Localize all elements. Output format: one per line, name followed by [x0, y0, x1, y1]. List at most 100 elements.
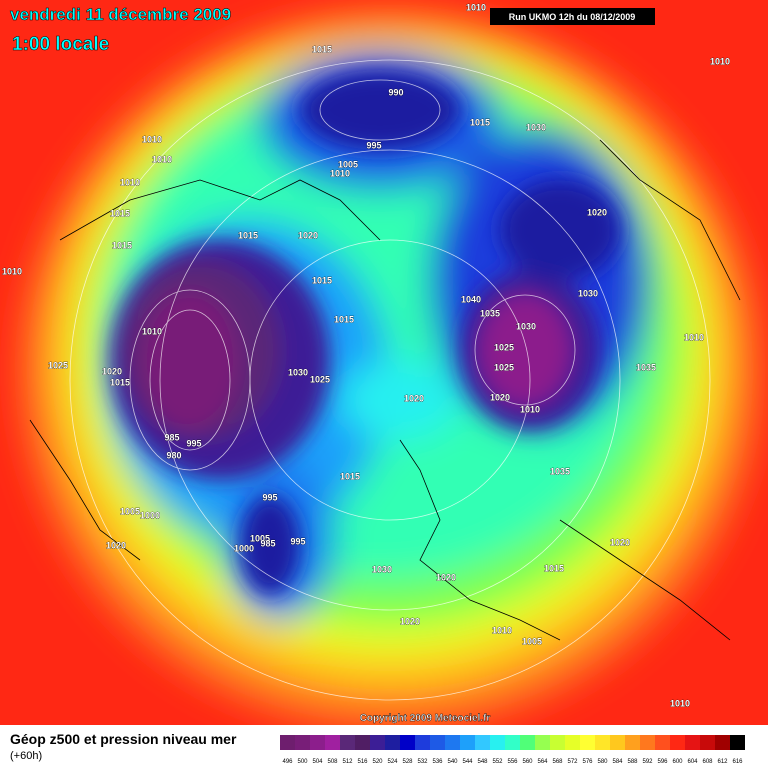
run-box: [490, 8, 655, 25]
isobar-label: 985: [260, 538, 275, 548]
colorbar-cell: [685, 735, 700, 750]
isobar-label: 1010: [142, 134, 162, 144]
isobar-label: 1010: [684, 332, 704, 342]
colorbar-label: 524: [387, 759, 398, 765]
colorbar-label: 576: [582, 759, 593, 765]
colorbar-label: 504: [312, 759, 323, 765]
colorbar-cell: [370, 735, 385, 750]
isobar-label: 1020: [490, 392, 510, 402]
colorbar-cell: [670, 735, 685, 750]
colorbar-cell: [415, 735, 430, 750]
colorbar-label: 556: [507, 759, 518, 765]
colorbar-label: 508: [327, 759, 338, 765]
isobar-label: 1010: [520, 404, 540, 414]
isobar-label: 1010: [466, 2, 486, 12]
isobar-label: 1015: [544, 563, 564, 573]
legend-subtitle: (+60h): [10, 750, 42, 762]
colorbar-cell: [565, 735, 580, 750]
colorbar-cell: [520, 735, 535, 750]
isobar-label: 1025: [48, 360, 68, 370]
isobar-label: 1015: [312, 275, 332, 285]
colorbar-cell: [460, 735, 475, 750]
isobar-label: 1020: [404, 393, 424, 403]
isobar-label: 1015: [470, 117, 490, 127]
colorbar-cell: [625, 735, 640, 750]
isobar-label: 1025: [310, 374, 330, 384]
isobar-label: 1010: [710, 56, 730, 66]
colorbar-cell: [385, 735, 400, 750]
colorbar-label: 552: [492, 759, 503, 765]
colorbar-label: 588: [627, 759, 638, 765]
colorbar-cell: [595, 735, 610, 750]
field: [0, 0, 768, 725]
colorbar-label: 500: [297, 759, 308, 765]
isobar-label: 1005: [120, 506, 140, 516]
legend-title: Géop z500 et pression niveau mer: [10, 731, 237, 747]
colorbar-label: 564: [537, 759, 548, 765]
isobar-label: 1020: [436, 572, 456, 582]
colorbar-label: 616: [732, 759, 743, 765]
run-label: Run UKMO 12h du 08/12/2009: [509, 12, 636, 22]
colorbar-cell: [715, 735, 730, 750]
colorbar-cell: [550, 735, 565, 750]
isobar-label: 995: [366, 140, 381, 150]
colorbar-cell: [295, 735, 310, 750]
colorbar-cell: [310, 735, 325, 750]
copyright: Copyright 2009 Meteociel.fr: [360, 713, 491, 724]
colorbar-cell: [430, 735, 445, 750]
isobar-label: 1000: [234, 543, 254, 553]
colorbar-cell: [325, 735, 340, 750]
colorbar-cell: [730, 735, 745, 750]
isobar-label: 995: [186, 438, 201, 448]
colorbar-label: 540: [447, 759, 458, 765]
isobar-label: 1035: [550, 466, 570, 476]
colorbar-label: 528: [402, 759, 413, 765]
colorbar-cell: [490, 735, 505, 750]
colorbar-label: 604: [687, 759, 698, 765]
colorbar-cell: [280, 735, 295, 750]
isobar-label: 1035: [480, 308, 500, 318]
colorbar-label: 544: [462, 759, 473, 765]
isobar-label: 1010: [142, 326, 162, 336]
map-subtitle: 1:00 locale: [12, 34, 109, 55]
colorbar-label: 536: [432, 759, 443, 765]
colorbar-cell: [610, 735, 625, 750]
isobar-label: 1015: [334, 314, 354, 324]
isobar-label: 1015: [312, 44, 332, 54]
isobar-label: 1025: [494, 342, 514, 352]
isobar-label: 1020: [587, 207, 607, 217]
isobar-label: 1000: [140, 510, 160, 520]
colorbar-cell: [640, 735, 655, 750]
colorbar-label: 496: [282, 759, 293, 765]
isobar-label: 1030: [372, 564, 392, 574]
isobar-label: 985: [164, 432, 179, 442]
isobar-label: 1015: [110, 377, 130, 387]
colorbar-label: 516: [357, 759, 368, 765]
isobar-label: 1005: [522, 636, 542, 646]
colorbar-label: 596: [657, 759, 668, 765]
isobar-label: 1010: [330, 168, 350, 178]
isobar-label: 995: [262, 492, 277, 502]
colorbar-cell: [505, 735, 520, 750]
colorbar-cell: [580, 735, 595, 750]
isobar-label: 1015: [110, 208, 130, 218]
isobar-label: 980: [166, 450, 181, 460]
isobar-label: 1010: [492, 625, 512, 635]
colorbar-cell: [535, 735, 550, 750]
isobar-label: 1015: [112, 240, 132, 250]
isobar-label: 1020: [400, 616, 420, 626]
colorbar-label: 600: [672, 759, 683, 765]
colorbar-label: 548: [477, 759, 488, 765]
isobar-label: 1025: [494, 362, 514, 372]
isobar-label: 1005: [338, 159, 358, 169]
colorbar-label: 568: [552, 759, 563, 765]
colorbar-cell: [445, 735, 460, 750]
colorbar-cell: [340, 735, 355, 750]
isobar-label: 1010: [2, 266, 22, 276]
isobar-label: 1030: [288, 367, 308, 377]
colorbar-label: 584: [612, 759, 623, 765]
colorbar-label: 520: [372, 759, 383, 765]
colorbar: 496 500 504 508 512 516 520 524 528 532 536 540 544 5…: [280, 735, 745, 765]
